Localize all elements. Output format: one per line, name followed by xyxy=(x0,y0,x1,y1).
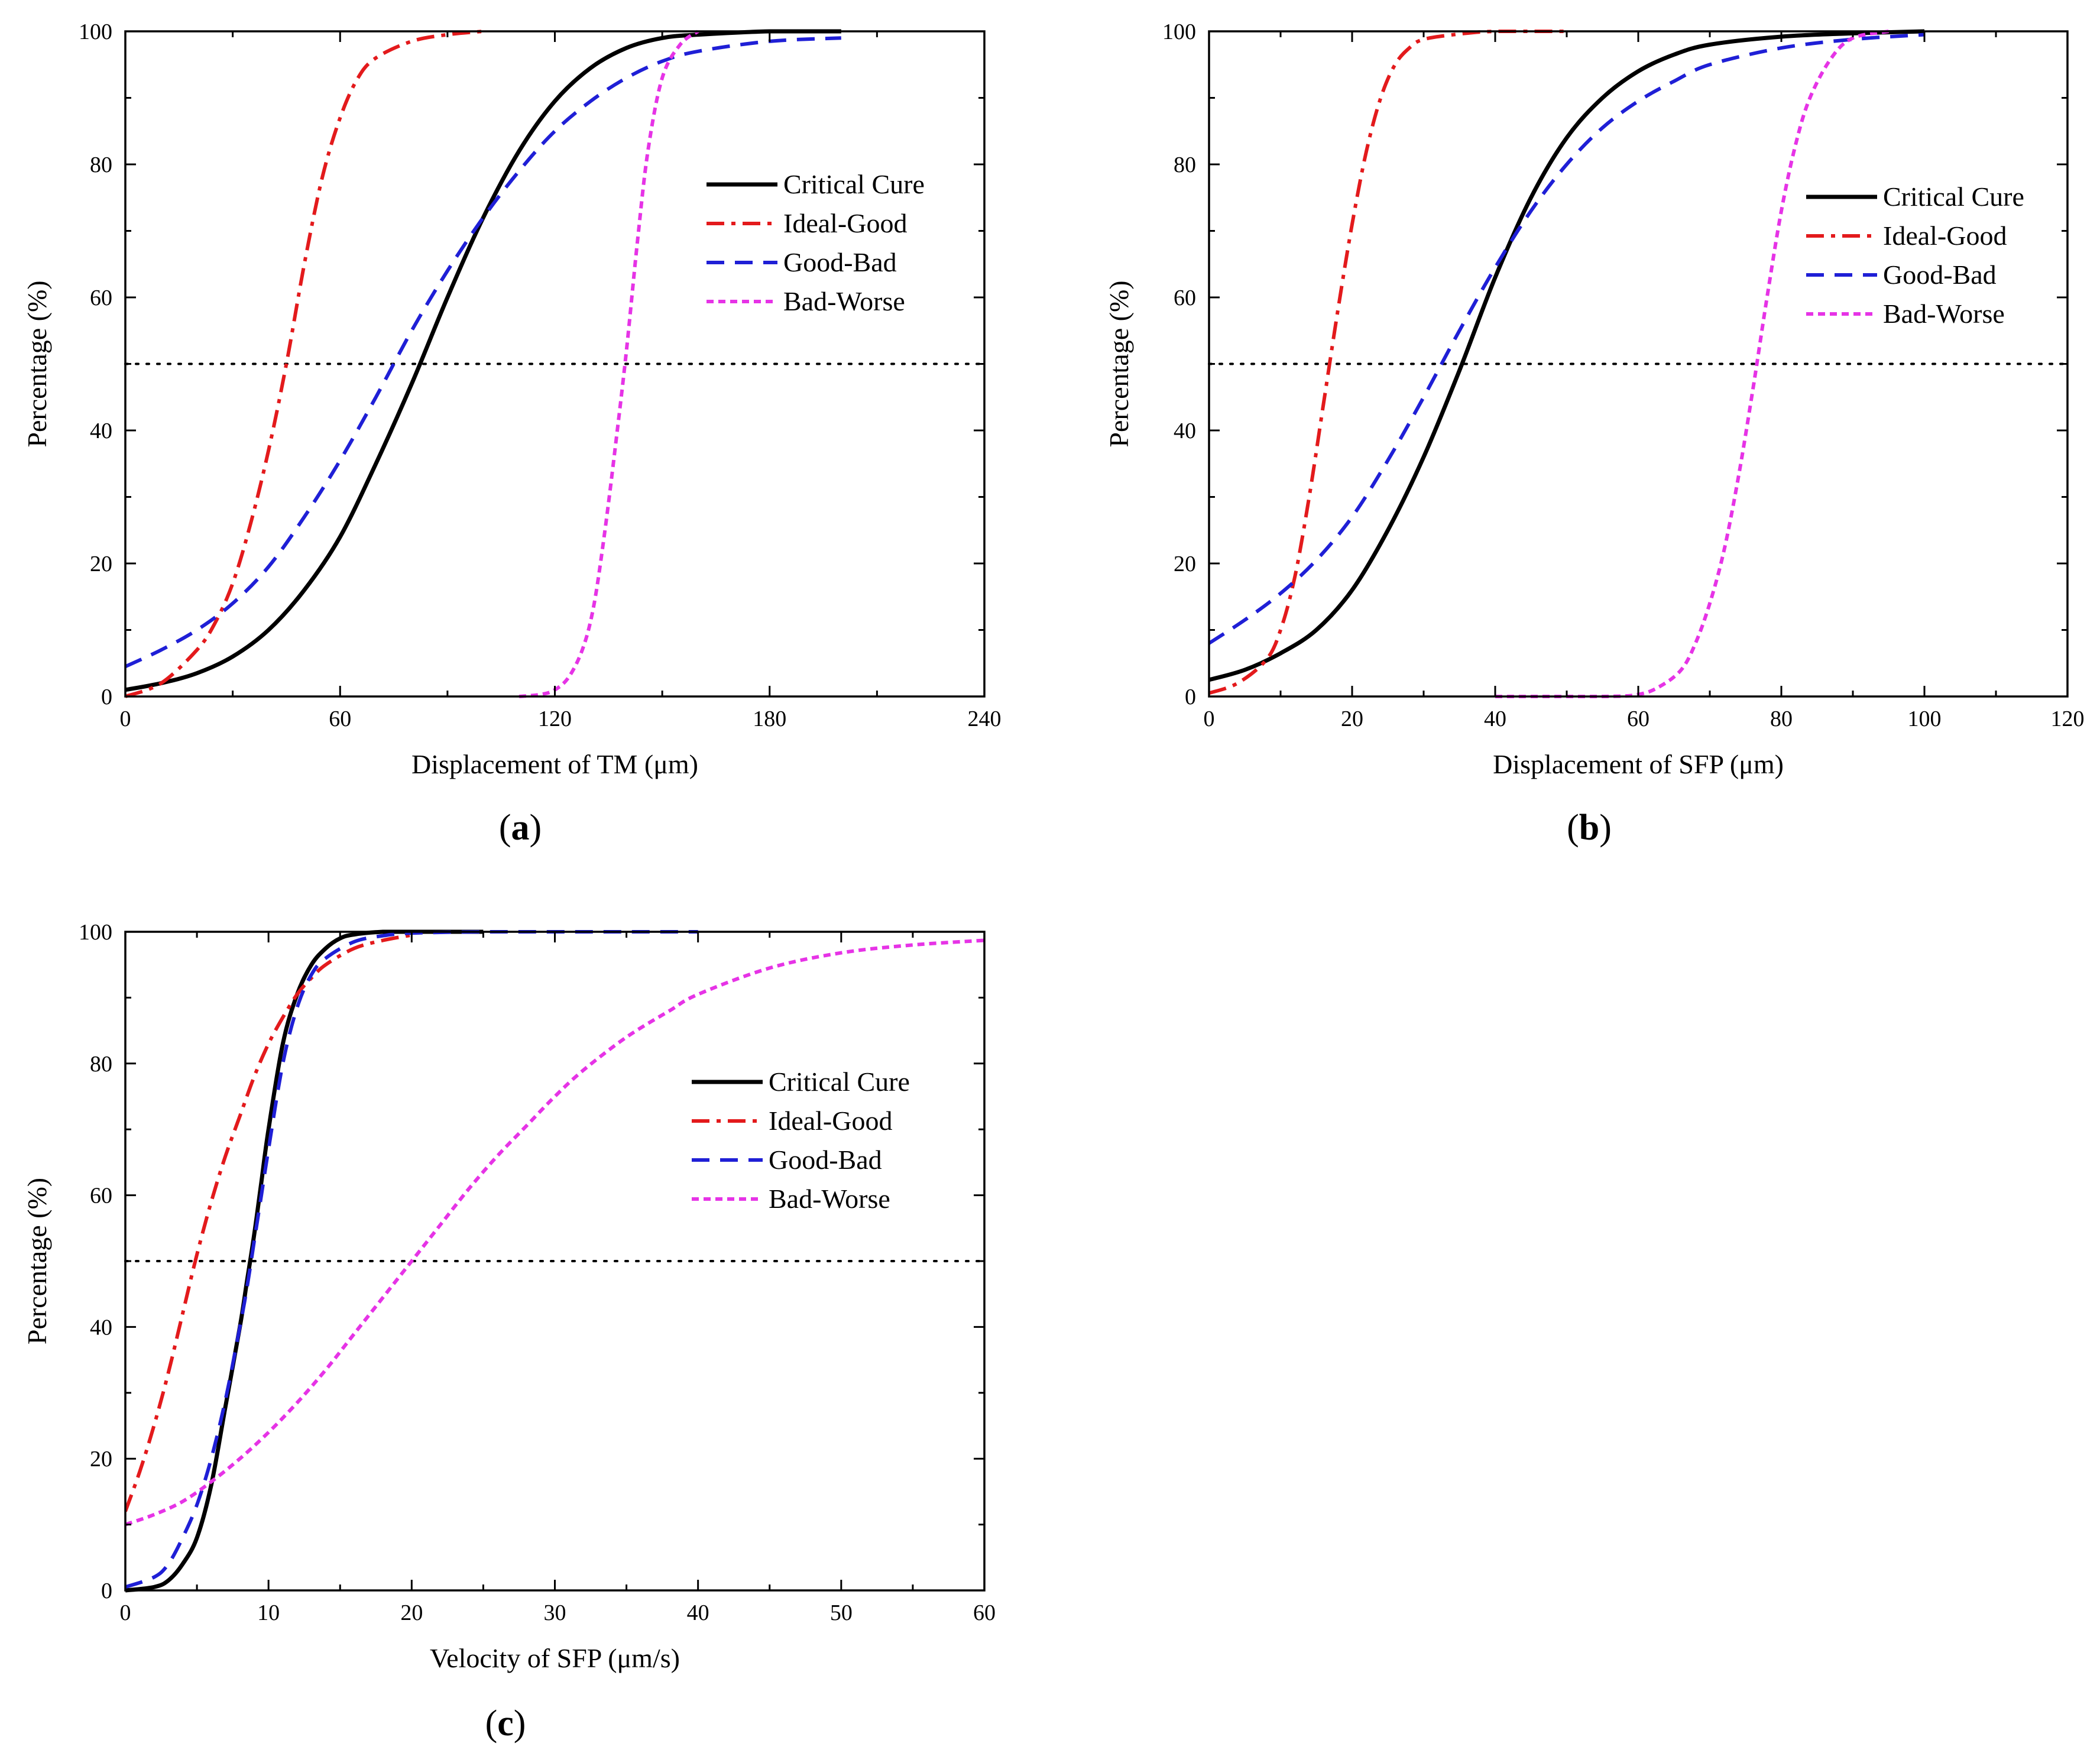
y-axis-title: Percentage (%) xyxy=(22,1178,52,1344)
y-axis-title: Percentage (%) xyxy=(22,280,52,447)
x-tick-label: 10 xyxy=(257,1600,280,1625)
y-tick-label: 20 xyxy=(1174,552,1196,576)
series-group xyxy=(125,929,984,1593)
y-tick-label: 60 xyxy=(1174,286,1196,310)
x-tick-label: 20 xyxy=(400,1600,423,1625)
x-tick-label: 120 xyxy=(2051,707,2085,731)
y-tick-label: 100 xyxy=(79,920,112,945)
legend-label-bad_worse: Bad-Worse xyxy=(1883,299,2005,329)
y-tick-label: 40 xyxy=(1174,419,1196,443)
x-tick-label: 100 xyxy=(1908,707,1942,731)
legend-label-bad_worse: Bad-Worse xyxy=(769,1184,890,1214)
x-tick-label: 60 xyxy=(973,1600,996,1625)
chart-panel-a: 0 60 120 180 240 0 20 40 60 80 100 Displacement of … xyxy=(22,20,1002,848)
panel-label: (a) xyxy=(499,808,542,848)
series-line-critical xyxy=(125,29,841,692)
y-tick-label: 0 xyxy=(101,685,112,709)
y-tick-label: 100 xyxy=(79,20,112,44)
legend: Critical Cure Ideal-Good Good-Bad Bad-Worse xyxy=(707,169,925,316)
legend-label-ideal_good: Ideal-Good xyxy=(769,1106,892,1136)
series-line-good_bad xyxy=(125,929,698,1589)
legend-label-critical: Critical Cure xyxy=(783,169,925,199)
x-tick-label: 40 xyxy=(687,1600,709,1625)
legend-label-critical: Critical Cure xyxy=(1883,182,2024,212)
y-tick-label: 40 xyxy=(90,1315,112,1340)
y-tick-label: 20 xyxy=(90,552,112,576)
y-tick-label: 80 xyxy=(90,153,112,177)
legend: Critical Cure Ideal-Good Good-Bad Bad-Worse xyxy=(692,1067,910,1214)
series-group xyxy=(1209,29,1925,699)
y-tick-label: 40 xyxy=(90,419,112,443)
series-line-bad_worse xyxy=(518,30,699,698)
series-group xyxy=(125,29,841,698)
series-line-good_bad xyxy=(125,36,841,669)
y-tick-label: 0 xyxy=(1185,685,1196,709)
chart-panel-b: 0 20 40 60 80 100 120 0 20 40 60 80 100 Displacement … xyxy=(1104,20,2085,848)
legend-label-ideal_good: Ideal-Good xyxy=(1883,221,2007,251)
series-line-bad_worse xyxy=(125,938,984,1527)
legend-label-ideal_good: Ideal-Good xyxy=(783,208,907,238)
panel-label: (c) xyxy=(485,1703,526,1744)
y-tick-label: 80 xyxy=(1174,153,1196,177)
legend-label-bad_worse: Bad-Worse xyxy=(783,286,905,316)
legend-label-good_bad: Good-Bad xyxy=(783,247,897,277)
series-line-critical xyxy=(1209,29,1925,682)
y-axis-title: Percentage (%) xyxy=(1104,280,1134,447)
y-tick-label: 0 xyxy=(101,1579,112,1603)
x-tick-label: 80 xyxy=(1770,707,1793,731)
y-tick-label: 60 xyxy=(90,1184,112,1208)
x-tick-label: 60 xyxy=(1627,707,1649,731)
legend-label-critical: Critical Cure xyxy=(769,1067,910,1097)
y-tick-label: 60 xyxy=(90,286,112,310)
x-tick-label: 240 xyxy=(968,707,1002,731)
x-tick-label: 20 xyxy=(1341,707,1363,731)
series-line-bad_worse xyxy=(1495,30,1890,699)
series-line-ideal_good xyxy=(125,933,412,1512)
x-axis-title: Displacement of TM (μm) xyxy=(411,749,698,779)
legend-label-good_bad: Good-Bad xyxy=(769,1145,882,1175)
x-axis-title: Velocity of SFP (μm/s) xyxy=(430,1643,680,1673)
x-axis-title: Displacement of SFP (μm) xyxy=(1493,749,1784,779)
x-tick-label: 40 xyxy=(1484,707,1506,731)
x-tick-label: 0 xyxy=(120,707,131,731)
x-tick-label: 50 xyxy=(830,1600,853,1625)
panel-label: (b) xyxy=(1567,808,1612,848)
x-tick-label: 120 xyxy=(538,707,572,731)
x-tick-label: 0 xyxy=(1204,707,1215,731)
legend: Critical Cure Ideal-Good Good-Bad Bad-Worse xyxy=(1806,182,2024,329)
y-tick-label: 100 xyxy=(1162,20,1196,44)
chart-panel-c: 0 10 20 30 40 50 60 0 20 40 60 80 100 Velocity of SFP… xyxy=(22,920,996,1744)
series-line-critical xyxy=(125,929,484,1593)
x-tick-label: 60 xyxy=(329,707,351,731)
y-tick-label: 80 xyxy=(90,1052,112,1077)
series-line-ideal_good xyxy=(125,30,484,698)
series-line-ideal_good xyxy=(1209,29,1567,695)
x-tick-label: 0 xyxy=(120,1600,131,1625)
y-tick-label: 20 xyxy=(90,1447,112,1472)
legend-label-good_bad: Good-Bad xyxy=(1883,260,1997,290)
x-tick-label: 30 xyxy=(544,1600,566,1625)
x-tick-label: 180 xyxy=(753,707,786,731)
